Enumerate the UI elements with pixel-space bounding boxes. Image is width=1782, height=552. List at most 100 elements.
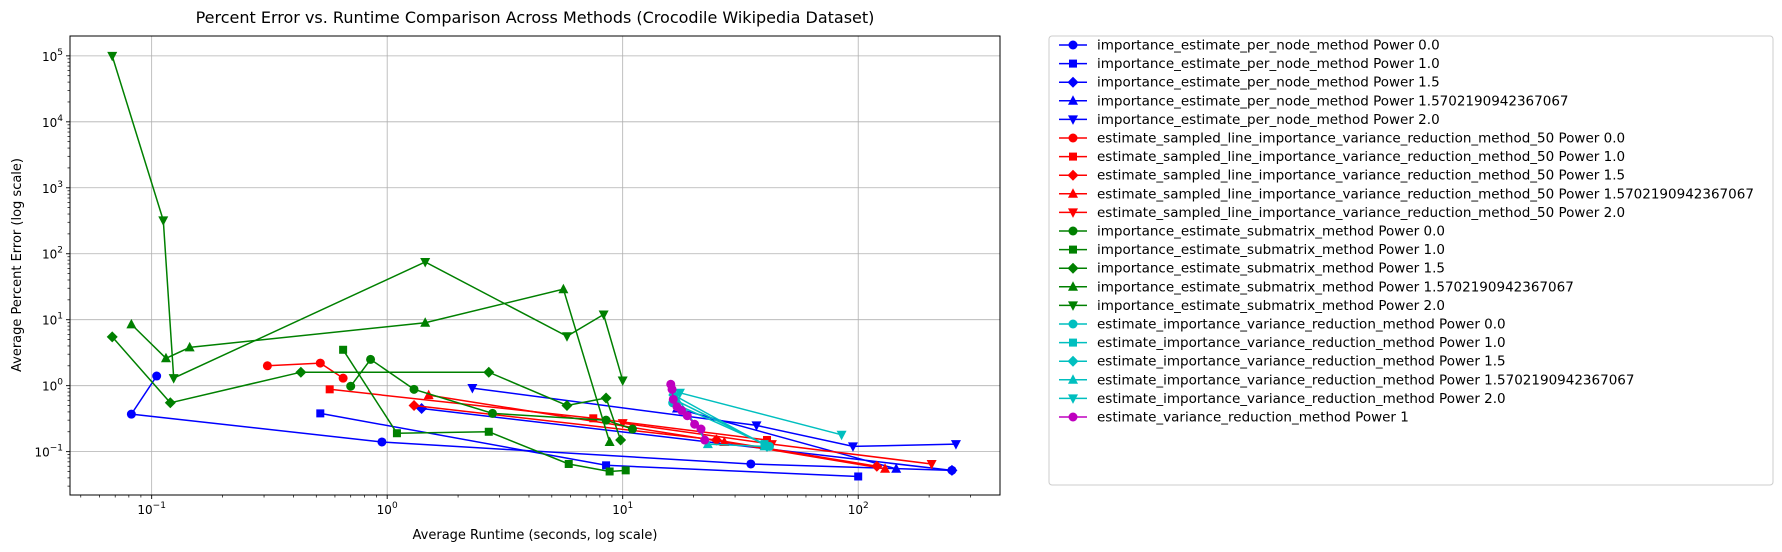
data-point: [871, 460, 883, 472]
series-11: [346, 354, 637, 434]
data-point: [561, 332, 572, 342]
data-point: [950, 440, 961, 450]
series-12: [339, 345, 630, 476]
data-point: [184, 341, 195, 352]
data-point: [484, 427, 493, 436]
data-point: [600, 392, 612, 404]
data-point: [564, 459, 573, 468]
legend-marker: [1068, 374, 1078, 384]
data-point: [339, 345, 348, 354]
data-point: [558, 283, 569, 294]
data-point: [746, 459, 756, 469]
data-point: [696, 424, 706, 434]
data-point: [854, 472, 863, 481]
series-2: [316, 409, 863, 481]
legend-entry: estimate_importance_variance_reduction_m…: [1059, 391, 1506, 407]
plot-series: [106, 51, 961, 481]
x-tick-label: 102: [848, 501, 869, 517]
legend-label: importance_estimate_per_node_method Powe…: [1097, 56, 1440, 72]
legend-label: estimate_importance_variance_reduction_m…: [1097, 372, 1634, 388]
legend-entry: importance_estimate_per_node_method Powe…: [1059, 75, 1440, 91]
data-point: [602, 461, 611, 470]
data-point: [605, 467, 614, 476]
legend-label: estimate_sampled_line_importance_varianc…: [1097, 131, 1625, 147]
legend-marker: [1069, 152, 1077, 161]
x-axis-label: Average Runtime (seconds, log scale): [413, 528, 658, 543]
data-point: [847, 442, 858, 452]
legend-entry: importance_estimate_per_node_method Powe…: [1059, 38, 1440, 54]
legend-marker: [1069, 245, 1077, 254]
axis-ticks: 10−1 100 101 102 10−1 100 101 102 103 104 105: [34, 48, 971, 517]
x-tick-label: 10−1: [137, 501, 166, 517]
legend-marker: [1068, 226, 1078, 236]
data-point: [262, 361, 272, 371]
grid: [70, 36, 1000, 495]
legend-label: importance_estimate_per_node_method Powe…: [1097, 75, 1440, 91]
plot-frame: [69, 35, 1001, 496]
legend-label: estimate_sampled_line_importance_varianc…: [1097, 168, 1625, 184]
data-point: [366, 354, 376, 364]
y-tick-label: 100: [42, 378, 63, 394]
data-point: [690, 419, 700, 429]
series-5: [467, 384, 961, 452]
legend-label: estimate_importance_variance_reduction_m…: [1097, 317, 1506, 333]
data-point: [751, 421, 762, 431]
data-point: [164, 397, 176, 409]
legend-marker: [1068, 40, 1078, 50]
legend-marker: [1067, 355, 1079, 367]
data-point: [408, 400, 420, 412]
data-point: [467, 384, 478, 394]
legend-marker: [1069, 59, 1077, 68]
legend-marker: [1068, 133, 1078, 143]
data-point: [392, 429, 401, 438]
legend-label: estimate_sampled_line_importance_varianc…: [1097, 149, 1625, 165]
legend-entry: importance_estimate_per_node_method Powe…: [1059, 112, 1440, 128]
legend-label: importance_estimate_per_node_method Powe…: [1097, 112, 1440, 128]
data-point: [702, 438, 713, 449]
y-tick-label: 102: [42, 246, 63, 262]
legend-frame: [1048, 35, 1774, 486]
data-point: [338, 373, 348, 383]
series-14: [126, 283, 615, 446]
legend-marker: [1067, 262, 1079, 274]
series-line: [130, 288, 611, 443]
data-point: [346, 381, 356, 391]
legend-entry: estimate_importance_variance_reduction_m…: [1059, 317, 1506, 333]
data-point: [926, 459, 937, 470]
series-line: [350, 358, 633, 430]
legend-entry: estimate_sampled_line_importance_varianc…: [1059, 168, 1625, 184]
data-point: [420, 317, 431, 327]
legend-marker: [1069, 338, 1077, 347]
data-point: [880, 463, 891, 473]
data-point: [615, 434, 627, 446]
data-point: [759, 440, 770, 451]
data-point: [168, 374, 179, 384]
x-tick-label: 101: [612, 501, 633, 517]
y-tick-label: 105: [42, 48, 63, 64]
data-point: [316, 409, 325, 418]
data-point: [667, 384, 677, 394]
data-point: [589, 414, 598, 423]
legend-marker: [1067, 169, 1079, 181]
series-13: [106, 331, 627, 446]
legend-marker: [1068, 319, 1078, 329]
data-point: [700, 435, 710, 445]
data-point: [483, 366, 495, 378]
legend-label: estimate_importance_variance_reduction_m…: [1097, 354, 1506, 370]
legend-entry: estimate_sampled_line_importance_varianc…: [1059, 131, 1625, 147]
legend-marker: [1068, 208, 1078, 218]
y-tick-label: 101: [42, 312, 63, 328]
y-tick-label: 103: [42, 180, 63, 196]
legend-entry: estimate_importance_variance_reduction_m…: [1059, 372, 1634, 388]
data-point: [946, 464, 958, 476]
legend-label: importance_estimate_submatrix_method Pow…: [1097, 224, 1445, 240]
data-point: [160, 352, 171, 363]
series-6: [262, 358, 348, 383]
legend: importance_estimate_per_node_method Powe…: [1048, 35, 1774, 486]
legend-marker: [1068, 95, 1078, 105]
chart-title: Percent Error vs. Runtime Comparison Acr…: [196, 8, 875, 27]
data-point: [617, 376, 628, 386]
series-9: [423, 389, 891, 473]
series-line: [679, 392, 842, 436]
